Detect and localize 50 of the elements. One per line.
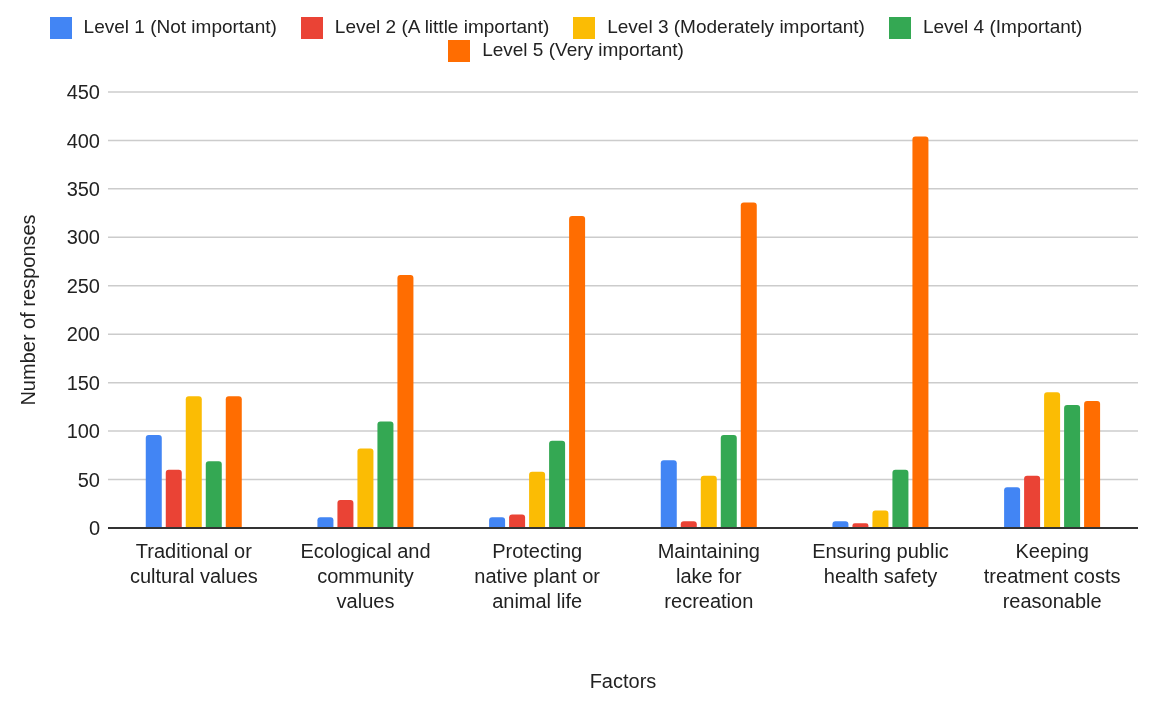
bar [145,434,162,528]
bar [872,510,889,528]
legend-label: Level 3 (Moderately important) [607,16,865,37]
bar [337,499,354,528]
bar [185,396,202,528]
bar [1044,392,1061,528]
y-tick-label: 100 [66,420,100,443]
y-tick-label: 0 [88,517,100,540]
x-tick-label: Ecological and community values [300,540,431,612]
bar [205,461,222,528]
x-tick-label: Protecting native plant or animal life [474,540,601,612]
y-tick-label: 350 [66,177,100,200]
legend-label: Level 4 (Important) [922,16,1083,37]
y-tick-label: 400 [66,129,100,152]
x-tick-label: Traditional or cultural values [129,540,258,587]
x-tick-label: Keeping treatment costs reasonable [983,540,1121,612]
bar [1024,475,1041,528]
legend-label: Level 5 (Very important) [482,38,684,60]
bar [1004,487,1021,528]
legend-label: Level 2 (A little important) [334,16,550,37]
bar [357,448,374,528]
y-tick-label: 150 [66,371,100,394]
bar [1064,404,1081,528]
y-tick-label: 300 [66,226,100,249]
y-tick-label: 250 [66,274,100,297]
x-tick-label: Maintaining lake for recreation [657,540,760,612]
bar [1084,401,1101,528]
bar [700,475,717,528]
bar [569,216,586,528]
bar [377,421,394,528]
bar [892,469,909,528]
x-tick-label: Ensuring public health safety [812,540,949,587]
bar [509,514,526,528]
y-tick-label: 200 [66,323,100,346]
bar [912,136,929,528]
bar [317,517,334,528]
bar [660,460,677,528]
bar [720,434,737,528]
y-axis-title: Number of responses [17,214,40,406]
bar [740,202,757,528]
y-tick-label: 50 [77,468,100,491]
legend-label: Level 1 (Not important) [83,16,277,37]
bar [549,440,566,528]
bar [225,396,242,528]
bar [165,469,182,528]
bar [397,275,414,528]
bar [529,471,546,528]
y-tick-label: 450 [66,81,100,104]
x-axis-title: Factors [589,670,657,692]
bar [489,517,506,528]
